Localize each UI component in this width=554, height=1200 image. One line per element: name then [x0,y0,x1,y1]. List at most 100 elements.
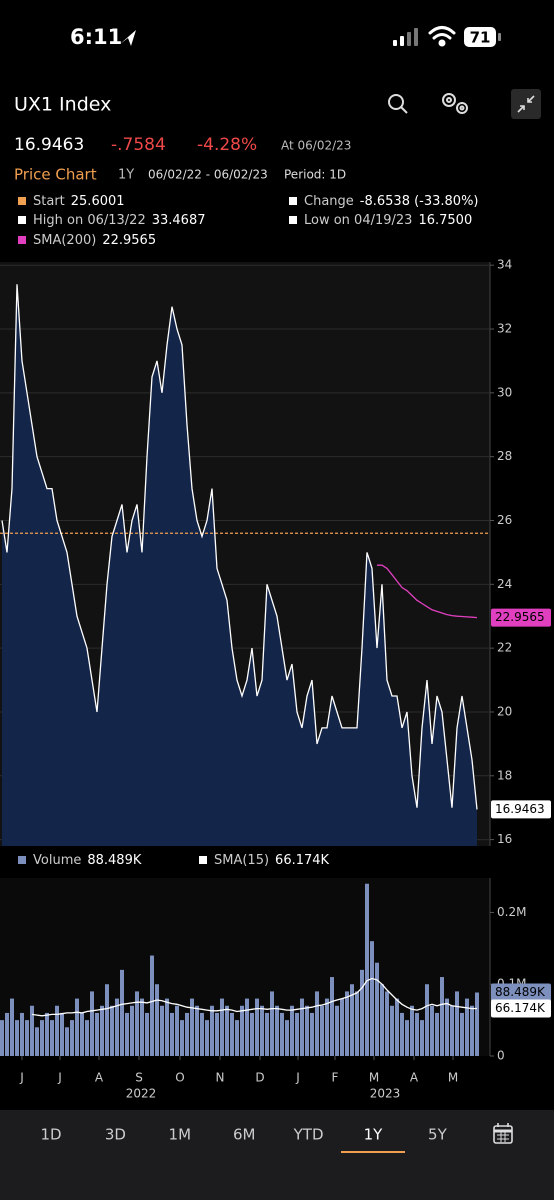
volume-bar [20,1012,24,1056]
volume-bar [280,1012,284,1056]
volume-bar [40,1020,44,1056]
volume-bar [305,1005,309,1056]
volume-bar [50,1020,54,1056]
legend-name: Volume [33,853,81,868]
stat-label: Start [33,194,65,209]
volume-bar [325,998,329,1056]
y-tick-label: 24 [497,577,512,591]
volume-bar [320,1005,324,1056]
volume-bar [200,1012,204,1056]
volume-bar [175,1005,179,1056]
volume-bar [255,998,259,1056]
net-change: -.7584 [111,135,166,155]
range-tab[interactable]: 1D [40,1126,61,1144]
volume-bar [165,998,169,1056]
legend-swatch [289,197,297,205]
stat-label: Change [304,194,354,209]
volume-bar [190,998,194,1056]
x-tick-label: N [216,1071,225,1085]
volume-bar [95,1012,99,1056]
index-title: UX1 Index [14,94,111,116]
y-tick-label: 32 [497,322,512,336]
as-of-date: At 06/02/23 [281,139,351,153]
volume-bar [45,1012,49,1056]
volume-bar [435,1012,439,1056]
range-tab[interactable]: 5Y [428,1126,448,1144]
y-tick-label: 30 [497,385,512,399]
volume-bar [310,1012,314,1056]
volume-bar [135,991,139,1056]
volume-bar [260,1005,264,1056]
range-tab[interactable]: 1Y [364,1126,384,1144]
range-tab[interactable]: 3D [105,1126,126,1144]
volume-bar [15,1020,19,1056]
collapse-button[interactable] [511,89,541,119]
volume-bar [470,1005,474,1056]
percent-change: -4.28% [197,135,257,155]
stat-label: Low on 04/19/23 [304,213,412,228]
volume-bar [410,1005,414,1056]
volume-bar [330,977,334,1056]
y-tick-label: 0 [497,1049,505,1063]
last-value-label: 22.9565 [495,610,545,624]
volume-bar [315,991,319,1056]
volume-bar [170,1012,174,1056]
volume-bar [110,1005,114,1056]
y-tick-label: 16 [497,832,512,846]
stat-value: 16.7500 [418,213,472,228]
stat-entry: SMA(200) 22.9565 [33,233,156,248]
legend-name: SMA(15) [214,853,269,868]
volume-bar [230,1012,234,1056]
volume-bar [465,998,469,1056]
volume-bar [130,1005,134,1056]
signal-icon [393,28,418,46]
x-tick-label: M [448,1071,458,1085]
year-label: 2023 [370,1087,401,1101]
volume-bar [100,1005,104,1056]
range-tab[interactable]: 1M [169,1126,192,1144]
y-tick-label: 18 [497,768,512,782]
last-price: 16.9463 [14,135,84,155]
settings-button[interactable] [442,93,468,114]
stat-entry: High on 06/13/22 33.4687 [33,213,206,228]
x-tick-label: J [57,1071,62,1085]
volume-bar [60,1012,64,1056]
clock: 6:11 [70,25,122,49]
calendar-button[interactable] [493,1123,513,1144]
volume-bar [70,1020,74,1056]
volume-bar [380,984,384,1056]
volume-bar [375,962,379,1056]
stat-entry: Change -8.6538 (-33.80%) [304,194,479,209]
stat-value: 33.4687 [152,213,206,228]
volume-bar [265,1012,269,1056]
period: Period: 1D [284,168,346,182]
last-value-label: 88.489K [495,985,546,999]
x-tick-label: A [95,1071,104,1085]
volume-bar [300,998,304,1056]
volume-bar [75,998,79,1056]
series-line [1,284,478,810]
range-label[interactable]: 1Y [118,168,134,183]
volume-bar [450,1005,454,1056]
legend-value: 88.489K [87,853,141,868]
volume-bar [270,991,274,1056]
y-tick-label: 28 [497,449,512,463]
volume-bar [225,1005,229,1056]
legend-swatch [18,197,26,205]
volume-bar [400,1012,404,1056]
area-fill [2,284,477,846]
y-tick-label: 22 [497,641,512,655]
x-tick-label: O [175,1071,184,1085]
last-value-badge [491,983,551,1002]
volume-bar [125,1012,129,1056]
search-button[interactable] [388,94,408,114]
volume-bar [430,1005,434,1056]
stat-label: High on 06/13/22 [33,213,146,228]
legend-value: 66.174K [275,853,329,868]
volume-bar [365,883,369,1056]
volume-bar [240,1005,244,1056]
range-tab[interactable]: YTD [293,1126,324,1144]
range-tab[interactable]: 6M [233,1126,256,1144]
volume-bar [160,1005,164,1056]
volume-bar [235,1020,239,1056]
